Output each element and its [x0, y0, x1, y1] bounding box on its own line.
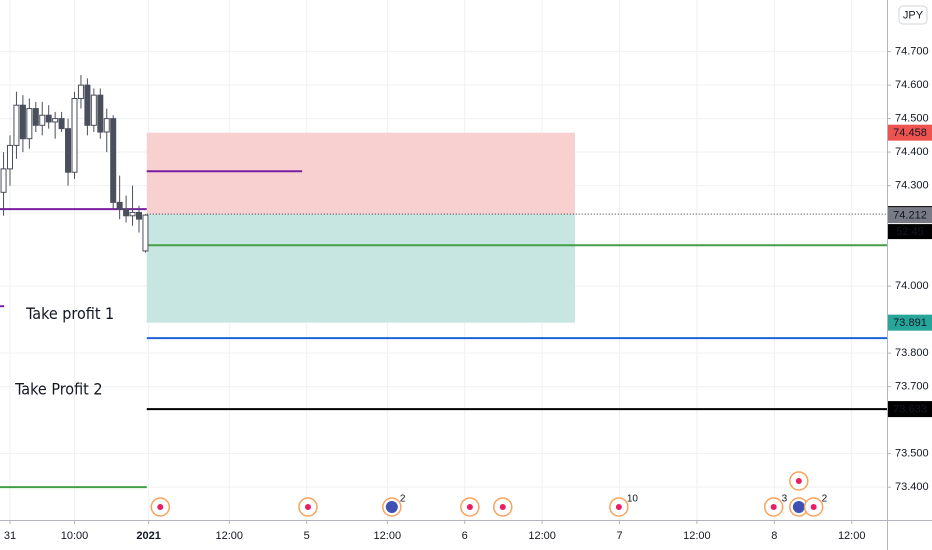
stop-zone — [146, 132, 576, 215]
event-icon — [792, 501, 805, 513]
x-tick-label: 31 — [4, 530, 16, 542]
candle-body — [129, 211, 136, 217]
event-icon — [499, 504, 506, 510]
x-tick-label: 2021 — [136, 530, 160, 542]
event-icon — [304, 504, 311, 510]
candle-body — [39, 114, 46, 126]
event-count: 3 — [782, 494, 788, 505]
x-tick-label: 12:00 — [683, 530, 711, 542]
candle-body — [123, 208, 130, 217]
x-tick-label: 12:00 — [838, 530, 866, 542]
target-zone — [146, 214, 576, 323]
candle-body — [110, 118, 117, 203]
price-label: 74.458 — [893, 127, 927, 139]
candle-body — [45, 114, 52, 123]
x-tick-label: 10:00 — [61, 530, 89, 542]
event-icon — [615, 504, 622, 510]
annotation: Take Profit 2 — [14, 380, 102, 399]
x-tick-label: 12:00 — [374, 530, 402, 542]
y-tick-label: 74.500 — [895, 113, 929, 125]
candle-body — [32, 108, 39, 126]
candle-body — [58, 118, 65, 130]
candle-body — [84, 84, 91, 126]
price-label-box — [888, 314, 932, 331]
event-icon — [385, 501, 398, 513]
y-tick-label: 73.800 — [895, 347, 929, 359]
price-label: 73.633 — [893, 404, 927, 416]
candle-body — [116, 201, 123, 210]
x-tick-label: 12:00 — [216, 530, 244, 542]
candle-body — [26, 108, 33, 140]
event-count: 2 — [822, 494, 828, 505]
candle-body — [103, 118, 110, 133]
event-icon — [770, 504, 777, 510]
x-tick-label: 8 — [771, 530, 777, 542]
currency-box[interactable] — [898, 5, 928, 25]
y-tick-label: 74.700 — [895, 46, 929, 58]
candle-body — [71, 98, 78, 173]
candle-body — [90, 94, 97, 126]
x-tick-label: 12:00 — [528, 530, 556, 542]
candle-body — [6, 144, 13, 170]
event-count: 2 — [400, 494, 406, 505]
candle-body — [52, 118, 59, 123]
price-label: 74.212 — [893, 210, 927, 222]
candle-body — [97, 94, 104, 133]
countdown-box — [888, 224, 932, 240]
event-icon — [466, 504, 473, 510]
candle-body — [13, 104, 20, 146]
y-tick-label: 74.000 — [895, 280, 929, 292]
event-icon — [795, 478, 802, 484]
candle-body — [135, 211, 142, 220]
event-count: 10 — [627, 494, 639, 505]
y-tick-label: 73.700 — [895, 381, 929, 393]
currency[interactable]: JPY — [903, 9, 924, 21]
y-tick-label: 73.400 — [895, 481, 929, 493]
y-tick-label: 74.600 — [895, 79, 929, 91]
y-tick-label: 73.500 — [895, 448, 929, 460]
y-tick-label: 74.300 — [895, 180, 929, 192]
x-tick-label: 7 — [616, 530, 622, 542]
candle-body — [0, 168, 7, 193]
event-icon — [810, 504, 817, 510]
price-label: 73.891 — [893, 317, 927, 329]
annotation: Take profit 1 — [25, 304, 114, 323]
price-label-box — [888, 207, 932, 224]
candle-body — [19, 104, 26, 140]
x-tick-label: 5 — [304, 530, 310, 542]
x-tick-label: 6 — [462, 530, 468, 542]
price-label-box — [888, 401, 932, 418]
y-tick-label: 74.400 — [895, 146, 929, 158]
candle-body — [77, 84, 84, 100]
candle-body — [142, 214, 149, 252]
event-icon — [157, 504, 164, 510]
countdown: 52:45 — [896, 226, 924, 238]
candle-body — [65, 128, 72, 173]
price-label-box — [888, 124, 932, 141]
